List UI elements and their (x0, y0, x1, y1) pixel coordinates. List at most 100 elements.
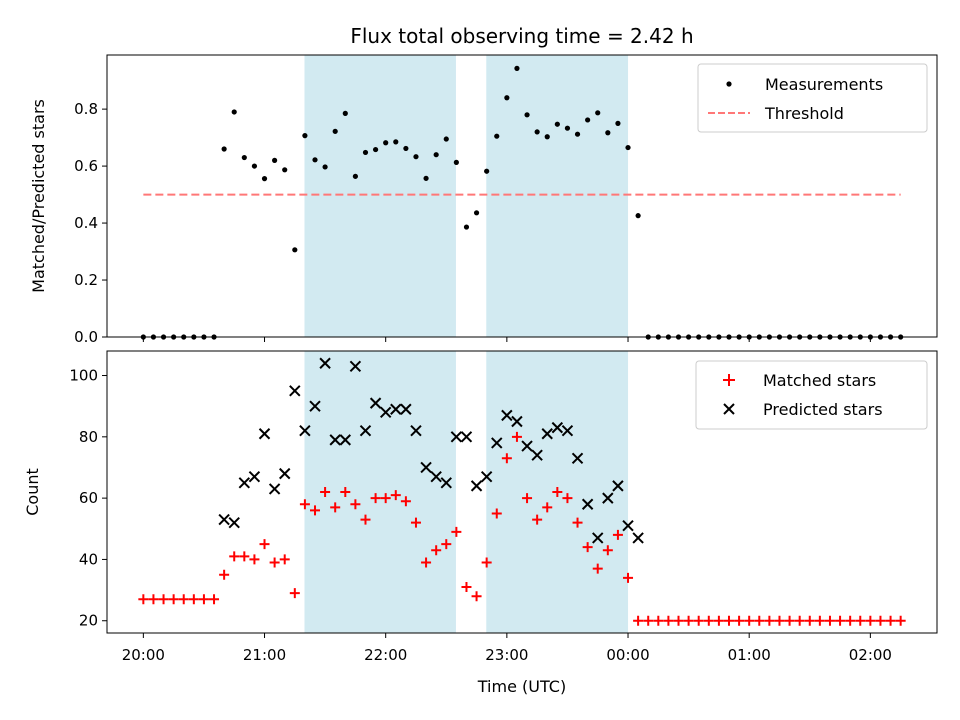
matched-star-point (148, 594, 159, 605)
top-axes-frame (106, 54, 938, 338)
predicted-star-point (258, 428, 271, 440)
y-tick-label: 0.8 (74, 100, 98, 118)
bottom-panel: 20 40 60 80 100 20:00 21:00 22:00 23:00 00:00 01:… (23, 350, 938, 696)
matched-star-point (693, 615, 704, 626)
top-legend-box (697, 63, 928, 133)
y-tick-label: 80 (79, 428, 98, 446)
matched-star-point (279, 554, 290, 565)
measurement-point (362, 149, 369, 156)
predicted-star-point (541, 428, 553, 440)
predicted-star-point (228, 516, 240, 529)
matched-star-point (522, 493, 533, 504)
predicted-star-point (390, 403, 402, 415)
matched-star-point (421, 557, 432, 568)
measurement-point (494, 133, 500, 139)
measurement-point (544, 134, 550, 140)
matched-star-point (784, 615, 795, 626)
predicted-star-point (218, 513, 230, 526)
measurement-point (635, 213, 641, 219)
y-tick-label: 0.2 (74, 271, 98, 289)
predicted-star-point (592, 532, 604, 544)
measurement-point (564, 125, 571, 131)
x-tick-label: 21:00 (243, 646, 286, 664)
measurement-point (231, 109, 237, 115)
predicted-star-point (491, 437, 503, 449)
matched-star-point (431, 545, 442, 556)
matched-star-point (734, 615, 745, 626)
matched-star-point (532, 514, 543, 525)
y-tick-label: 0.4 (74, 214, 98, 232)
measurement-point (312, 157, 318, 163)
matched-star-point (511, 431, 522, 442)
predicted-star-point (329, 434, 341, 446)
matched-star-point (774, 615, 785, 626)
matched-star-point (310, 505, 321, 516)
predicted-stars-points (218, 357, 644, 544)
matched-star-point (441, 539, 452, 550)
matched-star-point (461, 582, 472, 593)
matched-star-point (299, 499, 310, 510)
matched-star-point (673, 615, 684, 626)
measurement-point (393, 139, 399, 145)
x-tick-label: 00:00 (606, 646, 649, 664)
predicted-star-point (420, 461, 432, 474)
legend-measurements-label: Measurements (765, 75, 883, 94)
predicted-star-point (521, 440, 533, 452)
measurement-point (261, 176, 268, 182)
x-tick-label: 22:00 (364, 646, 407, 664)
matched-star-point (612, 529, 623, 540)
measurement-point (413, 154, 419, 160)
matched-star-point (400, 496, 411, 507)
predicted-star-point (480, 470, 493, 483)
measurement-point (251, 163, 258, 169)
y-tick-label: 20 (79, 612, 98, 630)
matched-star-point (804, 615, 815, 626)
bottom-y-axis-label: Count (23, 468, 42, 516)
matched-star-point (451, 526, 462, 537)
measurement-point (605, 130, 611, 136)
top-y-axis-label: Matched/Predicted stars (29, 99, 48, 293)
predicted-star-point (440, 477, 452, 489)
matched-star-point (835, 615, 846, 626)
measurement-point (484, 168, 490, 174)
matched-star-point (713, 615, 724, 626)
predicted-star-point (470, 480, 483, 492)
predicted-star-point (268, 483, 281, 495)
top-panel: 0.00.20.40.60.8 Matched/Predicted stars … (29, 54, 938, 346)
bottom-x-ticks: 20:00 21:00 22:00 23:00 00:00 01:00 02:00 (122, 633, 892, 664)
predicted-star-point (460, 431, 473, 443)
top-y-ticks: 0.0 0.2 0.4 0.6 0.8 (74, 100, 107, 346)
predicted-star-point (400, 403, 412, 415)
x-tick-label: 01:00 (728, 646, 771, 664)
measurement-point (272, 157, 278, 163)
matched-star-point (249, 554, 260, 565)
matched-star-point (501, 453, 512, 464)
measurement-point (342, 110, 348, 116)
measurement-point (322, 164, 328, 170)
predicted-star-point (319, 357, 331, 369)
measurement-point (221, 146, 227, 152)
matched-star-point (703, 615, 714, 626)
measurement-point (625, 144, 631, 151)
matched-star-point (138, 594, 149, 605)
predicted-star-point (359, 424, 372, 437)
matched-star-point (289, 588, 300, 599)
predicted-star-point (369, 397, 382, 409)
predicted-star-point (581, 498, 594, 510)
matched-star-point (209, 594, 220, 605)
matched-star-point (602, 545, 613, 556)
matched-star-point (663, 615, 674, 626)
x-axis-label: Time (UTC) (477, 677, 566, 696)
matched-star-point (481, 557, 492, 568)
matched-star-point (552, 487, 563, 497)
measurement-point (443, 136, 449, 142)
measurement-point (473, 210, 480, 216)
measurement-point (595, 110, 601, 116)
measurement-point (615, 120, 621, 126)
matched-star-point (723, 615, 734, 626)
matched-star-point (330, 502, 341, 513)
matched-star-point (633, 615, 644, 626)
matched-star-point (592, 563, 603, 574)
predicted-star-point (612, 480, 624, 492)
measurement-point (453, 159, 459, 165)
